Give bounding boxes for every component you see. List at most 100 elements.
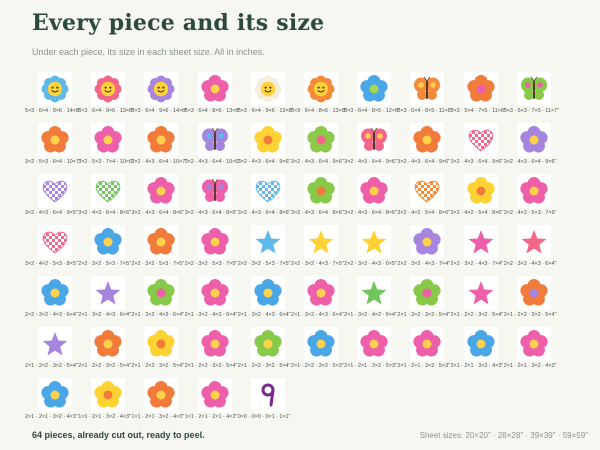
star-icon: [361, 230, 387, 254]
piece-item: 3×2 · 4×2 · 5×3 · 8×5": [25, 225, 80, 276]
piece-item: 2×1 · 2×2 · 3×2 · 5×4": [131, 327, 186, 378]
flower5-icon: [307, 279, 335, 306]
smiley-icon: [254, 75, 282, 103]
piece-size-caption: 5×3 · 6×4 · 8×6 · 13×8": [290, 108, 347, 114]
flower5-icon: [466, 75, 495, 102]
piece-size-caption: 5×3 · 6×4 · 9×6 · 13×8": [78, 108, 134, 114]
piece-item: 5×3 · 6×4 · 9×6 · 13×8": [238, 72, 294, 123]
piece-tile: [516, 276, 551, 310]
piece-size-caption: 2×1 · 2×2 · 3×2 · 5×3": [290, 363, 344, 369]
piece-tile: [357, 327, 392, 361]
piece-size-caption: 2×1 · 3×2 · 3×2 · 5×4": [397, 312, 450, 318]
piece-item: 5×3 · 6×4 · 8×5 · 12×8": [344, 72, 400, 123]
flower5-icon: [147, 381, 176, 408]
piece-tile: [250, 72, 285, 106]
flower5-icon: [413, 330, 441, 357]
piece-item: 3×2 · 5×3 · 7×4 · 10×6": [78, 123, 134, 174]
piece-tile: [144, 174, 179, 208]
piece-size-caption: 2×1 · 3×2 · 4×2 · 6×4": [344, 312, 397, 318]
piece-item: 3×2 · 4×2 · 5×4 · 8×6": [451, 174, 506, 225]
piece-item: 3×2 · 4×3 · 6×4 · 8×6": [344, 174, 399, 225]
flower5-icon: [147, 330, 176, 357]
piece-tile: [91, 174, 126, 208]
flower5-icon: [520, 126, 548, 153]
piece-tile: [463, 123, 498, 157]
piece-tile: [250, 327, 285, 361]
flower5-icon: [200, 75, 229, 102]
piece-size-caption: 3×2 · 4×3 · 6×4 · 8×6": [237, 210, 291, 216]
piece-size-caption: 2×2 · 3×2 · 4×3 · 7×5": [290, 261, 344, 267]
piece-tile: [463, 72, 498, 106]
piece-item: 3×2 · 4×3 · 6×4 · 8×6": [131, 174, 186, 225]
flower5-icon: [200, 330, 229, 357]
piece-item: 2×1 · 2×1 · 3×2 · 4×3": [25, 378, 80, 429]
piece-size-caption: 2×1 · 2×2 · 3×2 · 5×4": [450, 312, 504, 318]
piece-size-caption: 2×1 · 3×2 · 4×3 · 6×4": [78, 312, 131, 318]
flower5-icon: [520, 177, 548, 204]
star-icon: [255, 230, 281, 254]
piece-size-caption: 1×1 · 2×1 · 3×2 · 4×3": [78, 414, 131, 420]
piece-tile: [197, 174, 232, 208]
piece-size-caption: 5×3 · 6×4 · 8×5 · 12×8": [344, 108, 400, 114]
piece-tile: [463, 174, 498, 208]
piece-item: 1×1 · 2×1 · 3×2 · 4×3": [131, 378, 186, 429]
piece-size-caption: 3×2 · 4×3 · 6×4 · 8×6": [131, 210, 185, 216]
piece-item: 3×2 · 4×3 · 6×4 · 8×6": [291, 174, 346, 225]
checkheart-icon: [255, 180, 281, 203]
piece-tile: [463, 225, 498, 259]
piece-size-caption: 2×2 · 3×2 · 4×3 · 7×4": [397, 261, 450, 267]
piece-item: 2×1 · 2×2 · 3×2 · 5×4": [185, 327, 240, 378]
piece-tile: [197, 225, 232, 259]
piece-tile: [144, 276, 179, 310]
piece-tile: [357, 72, 392, 106]
flower5-icon: [147, 177, 176, 204]
piece-size-caption: 3×2 · 5×3 · 7×4 · 10×6": [78, 159, 134, 165]
piece-tile: [250, 225, 285, 259]
flower5-icon: [94, 381, 122, 408]
page-subtitle: Under each piece, its size in each sheet…: [32, 47, 265, 57]
piece-tile: [91, 378, 126, 412]
star-icon: [308, 230, 334, 254]
piece-tile: [516, 327, 551, 361]
piece-tile: [197, 276, 232, 310]
piece-tile: [250, 276, 285, 310]
piece-size-caption: 2×2 · 3×2 · 5×3 · 7×5": [78, 261, 131, 267]
piece-tile: [357, 123, 392, 157]
piece-item: 2×1 · 2×1 · 3×2 · 5×3": [344, 327, 399, 378]
piece-size-caption: 5×3 · 5×3 · 7×5 · 11×7": [503, 108, 559, 114]
piece-item: 2×1 · 3×2 · 4×3 · 6×4": [131, 276, 186, 327]
piece-item: 1×1 · 2×1 · 3×2 · 4×3": [78, 378, 133, 429]
sheet-sizes-label: Sheet sizes:: [419, 431, 464, 440]
piece-item: 5×3 · 6×4 · 8×6 · 13×8": [185, 72, 240, 123]
piece-tile: [303, 123, 338, 157]
piece-item: 2×1 · 3×2 · 4×3 · 6×4": [185, 276, 240, 327]
piece-tile: [410, 72, 445, 106]
flower5-icon: [520, 279, 548, 306]
piece-item: 2×2 · 3×2 · 5×3 · 7×5": [131, 225, 186, 276]
checkheart-icon: [468, 129, 493, 152]
piece-size-caption: 2×1 · 3×2 · 4×3 · 6×4": [131, 312, 185, 318]
piece-size-caption: 2×2 · 3×2 · 5×3 · 7×5": [131, 261, 185, 267]
piece-item: 2×1 · 2×2 · 3×2 · 5×4": [504, 276, 559, 327]
flower5-icon: [200, 228, 229, 255]
sheet-size-1: 20×20": [465, 431, 491, 440]
piece-tile: [303, 72, 338, 106]
flower5-icon: [200, 279, 229, 306]
piece-item: 3×2 · 4×3 · 6×4 · 10×6": [185, 123, 240, 174]
piece-tile: [303, 327, 338, 361]
piece-item: 3×2 · 4×2 · 5×4 · 8×6": [397, 174, 452, 225]
piece-size-caption: 5×3 · 6×4 · 9×6 · 13×8": [237, 108, 294, 114]
piece-item: 2×1 · 3×2 · 4×3 · 6×4": [291, 276, 346, 327]
piece-tile: [250, 378, 285, 412]
piece-item: 2×1 · 2×1 · 3×2 · 4×3": [504, 327, 559, 378]
sheet-size-separator: ·: [555, 431, 563, 440]
piece-item: 2×1 · 3×2 · 4×3 · 6×4": [78, 276, 133, 327]
piece-tile: [91, 276, 126, 310]
piece-item: 5×3 · 5×4 · 7×5 · 11×8": [451, 72, 506, 123]
piece-tile: [144, 327, 179, 361]
checkheart-icon: [42, 180, 68, 203]
piece-size-caption: 2×1 · 2×2 · 3×2 · 5×4": [184, 363, 238, 369]
star-icon: [361, 281, 387, 305]
piece-size-caption: 2×1 · 2×1 · 3×2 · 4×3": [503, 363, 557, 369]
flower5-icon: [254, 279, 282, 306]
